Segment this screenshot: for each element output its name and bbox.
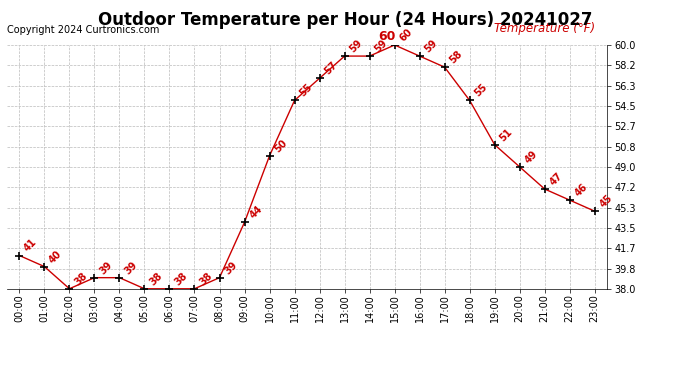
Text: 38: 38: [197, 270, 214, 287]
Text: 38: 38: [72, 270, 89, 287]
Text: 40: 40: [48, 248, 64, 265]
Text: 59: 59: [348, 38, 364, 54]
Text: 41: 41: [22, 237, 39, 254]
Text: 58: 58: [448, 49, 464, 66]
Text: 60: 60: [378, 30, 396, 43]
Text: 47: 47: [548, 171, 564, 188]
Text: 38: 38: [148, 270, 164, 287]
Text: 55: 55: [297, 82, 314, 99]
Text: 39: 39: [97, 260, 114, 276]
Text: 50: 50: [273, 138, 289, 154]
Text: 59: 59: [422, 38, 440, 54]
Text: 44: 44: [248, 204, 264, 220]
Text: Temperature (°F): Temperature (°F): [494, 22, 595, 35]
Text: Copyright 2024 Curtronics.com: Copyright 2024 Curtronics.com: [7, 25, 159, 35]
Text: 39: 39: [122, 260, 139, 276]
Text: 60: 60: [397, 27, 414, 44]
Text: 55: 55: [473, 82, 489, 99]
Text: 45: 45: [598, 193, 614, 210]
Text: 39: 39: [222, 260, 239, 276]
Text: 51: 51: [497, 126, 514, 143]
Text: 46: 46: [573, 182, 589, 198]
Text: Outdoor Temperature per Hour (24 Hours) 20241027: Outdoor Temperature per Hour (24 Hours) …: [98, 11, 592, 29]
Text: 49: 49: [522, 148, 540, 165]
Text: 57: 57: [322, 60, 339, 76]
Text: 38: 38: [172, 270, 189, 287]
Text: 59: 59: [373, 38, 389, 54]
